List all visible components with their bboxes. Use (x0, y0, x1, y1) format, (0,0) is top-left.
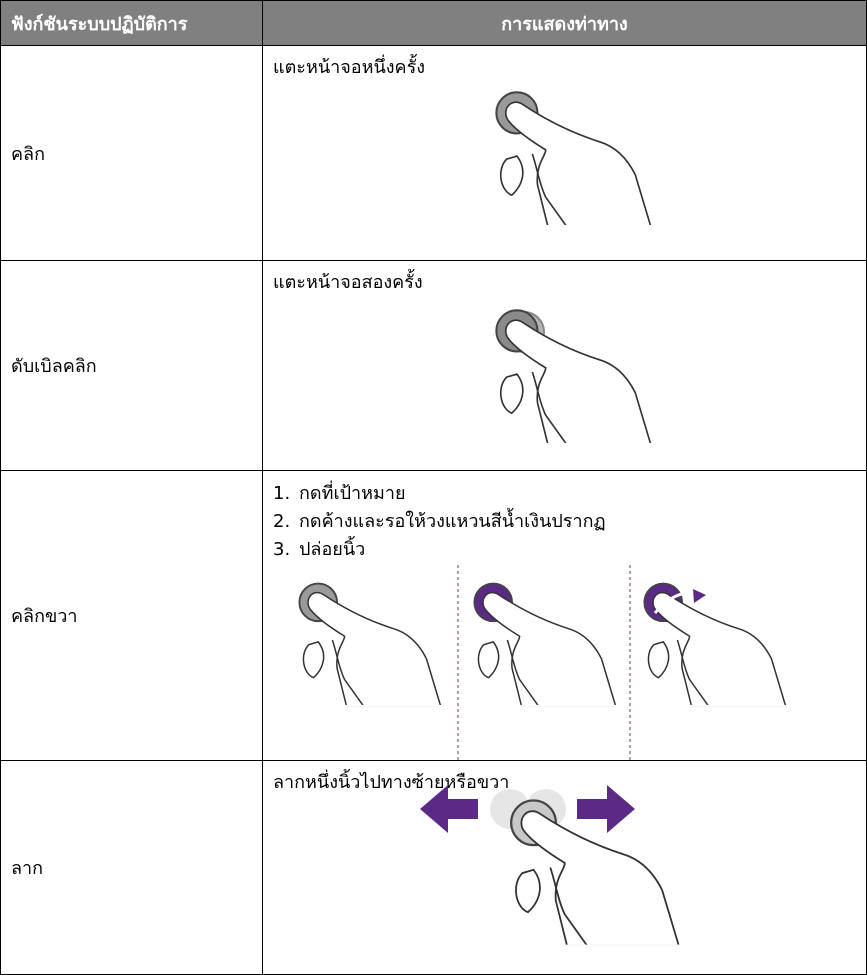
step-number: 2. (273, 511, 291, 532)
drag-illustration (420, 785, 683, 949)
step-number: 1. (273, 483, 291, 504)
header-cell: ฟังก์ชันระบบปฏิบัติการ (0, 0, 263, 46)
function-cell: คลิก (0, 45, 263, 261)
step-number: 3. (273, 539, 291, 560)
step-text: กดที่เป้าหมาย (299, 483, 406, 504)
step: 3. ปล่อยนิ้ว (273, 534, 365, 563)
function-cell: ดับเบิลคลิก (0, 260, 263, 471)
step: 1. กดที่เป้าหมาย (273, 478, 406, 507)
function-cell: คลิกขวา (0, 470, 263, 761)
step-text: ปล่อยนิ้ว (299, 539, 366, 560)
step: 2. กดค้างและรอให้วงแหวนสีน้ำเงินปรากฏ (273, 506, 606, 535)
step-text: กดค้างและรอให้วงแหวนสีน้ำเงินปรากฏ (299, 511, 606, 532)
header-cell: การแสดงท่าทาง (262, 0, 867, 46)
double-tap-illustration (495, 309, 654, 444)
function-cell: ลาก (0, 760, 263, 975)
tap-illustration (495, 91, 654, 226)
right-click-illustration (298, 565, 789, 760)
